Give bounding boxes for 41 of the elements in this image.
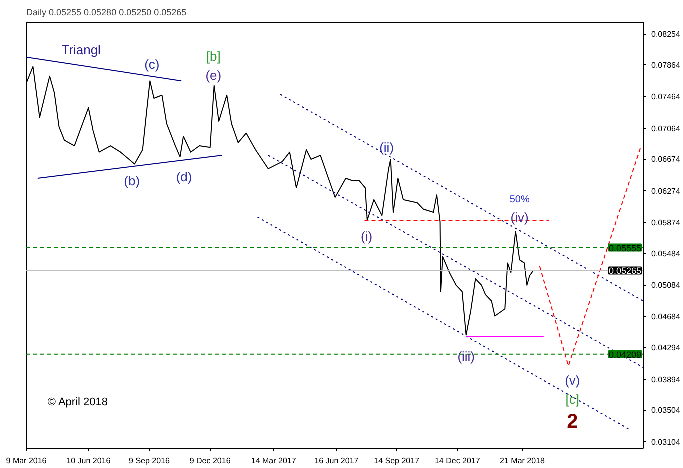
x-tick-label: 10 Jun 2016 [66,456,112,466]
annotation: (c) [144,56,160,72]
y-tick-label: 0.03894 [652,375,681,384]
y-tick-label: 0.05484 [652,249,681,258]
y-tick-label: 0.03504 [652,406,681,416]
annotation: (ii) [380,140,394,156]
x-tick-label: 14 Dec 2017 [434,456,481,466]
y-tick-label: 0.07064 [652,124,681,134]
annotation: (e) [206,68,222,84]
annotation: (d) [176,169,192,184]
y-tick-label: 0.05084 [652,281,681,290]
x-tick-label: 16 Jun 2017 [314,456,360,466]
annotation: (i) [360,228,373,244]
y-tick-label: 0.04294 [652,344,681,353]
ref-line-label: 0.05555 [608,243,642,254]
annotation: (v) [565,372,580,388]
annotation: [b] [206,49,221,64]
x-tick-label: 9 Mar 2016 [6,456,48,466]
x-tick-label: 14 Sep 2017 [374,456,420,466]
ref-line-label: 0.04209 [608,350,642,360]
annotation: Triangl [62,42,102,58]
y-tick-label: 0.05874 [652,218,681,228]
x-tick-label: 9 Sep 2016 [129,456,171,466]
annotation: [c] [566,392,580,407]
y-tick-label: 0.06674 [652,155,681,164]
annotation: 2 [567,410,578,433]
chart-title: Daily 0.05255 0.05280 0.05250 0.05265 [26,8,187,18]
ref-line-label: 0.05265 [608,266,642,276]
y-tick-label: 0.03104 [652,438,681,447]
x-tick-label: 21 Mar 2018 [500,456,546,466]
y-tick-label: 0.07864 [652,60,681,70]
x-tick-label: 9 Dec 2016 [190,456,232,466]
annotation: (iii) [458,349,476,364]
y-tick-label: 0.08254 [652,30,681,40]
annotation: (b) [124,173,140,188]
x-tick-label: 14 Mar 2017 [251,456,297,466]
annotation: © April 2018 [48,396,108,409]
annotation: 50% [510,194,530,206]
y-tick-label: 0.07464 [652,92,681,102]
y-tick-label: 0.06274 [652,186,681,196]
y-tick-label: 0.04684 [652,312,681,322]
